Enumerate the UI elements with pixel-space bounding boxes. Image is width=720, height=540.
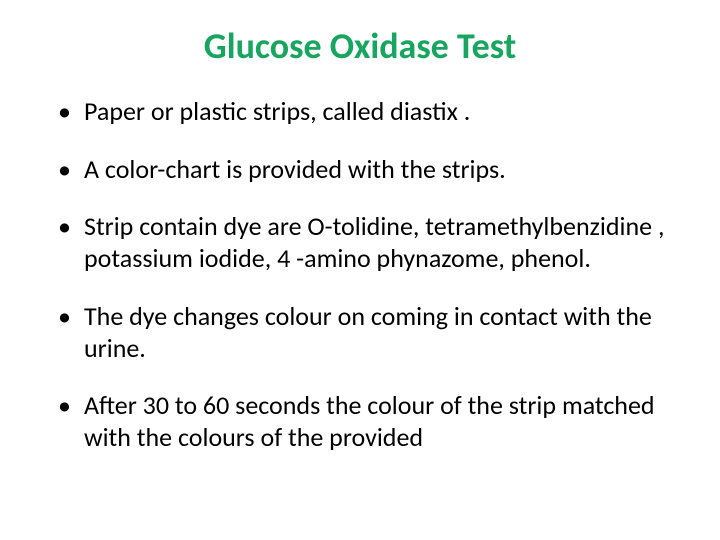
list-item: A color-chart is provided with the strip… — [56, 154, 670, 186]
bullet-text: Strip contain dye are O-tolidine, tetram… — [84, 210, 664, 274]
list-item: Strip contain dye are O-tolidine, tetram… — [56, 211, 670, 274]
bullet-list: Paper or plastic strips, called diastix … — [50, 96, 670, 454]
list-item: After 30 to 60 seconds the colour of the… — [56, 390, 670, 453]
bullet-text: A color-chart is provided with the strip… — [84, 153, 506, 185]
bullet-text: After 30 to 60 seconds the colour of the… — [84, 389, 655, 453]
slide-title: Glucose Oxidase Test — [50, 24, 670, 68]
list-item: The dye changes colour on coming in cont… — [56, 301, 670, 364]
list-item: Paper or plastic strips, called diastix … — [56, 96, 670, 128]
bullet-text: Paper or plastic strips, called diastix … — [84, 95, 470, 127]
bullet-text: The dye changes colour on coming in cont… — [84, 300, 652, 364]
